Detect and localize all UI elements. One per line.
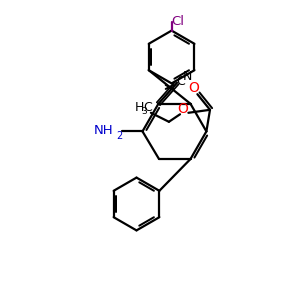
Text: N: N bbox=[183, 70, 193, 83]
Text: Cl: Cl bbox=[172, 14, 185, 28]
Text: C: C bbox=[176, 75, 185, 88]
Text: O: O bbox=[178, 102, 188, 116]
Text: O: O bbox=[188, 81, 199, 94]
Text: 3: 3 bbox=[141, 107, 147, 116]
Text: H: H bbox=[135, 101, 144, 114]
Text: C: C bbox=[143, 101, 152, 114]
Text: NH: NH bbox=[94, 124, 113, 137]
Text: 2: 2 bbox=[116, 131, 122, 141]
